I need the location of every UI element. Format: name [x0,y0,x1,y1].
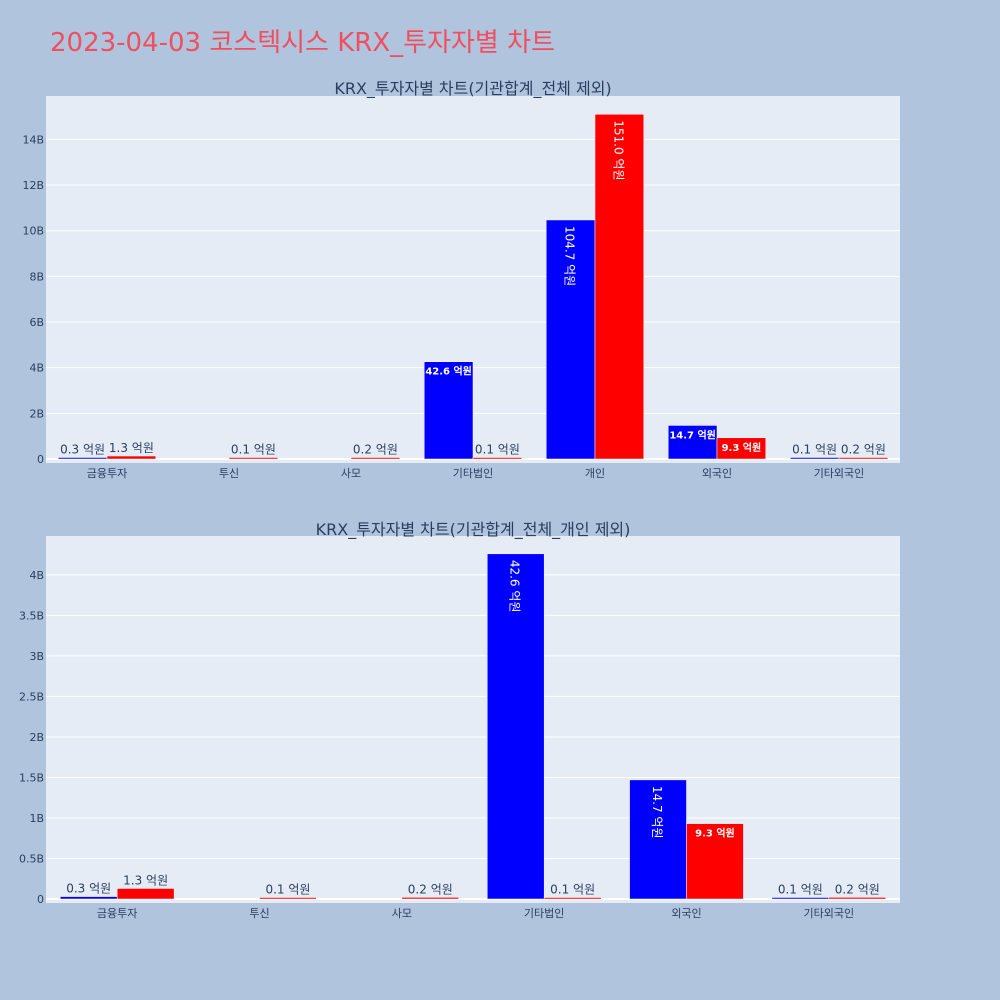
bar [57,457,108,460]
bar-value-label: 151.0 억원 [611,120,625,180]
bar-value-label: 1.3 억원 [123,873,168,887]
x-tick-label: 투신 [249,907,269,920]
y-tick-label: 0.5B [19,852,44,865]
bar-value-label: 9.3 억원 [695,827,735,840]
bar [401,897,460,900]
bar [259,897,317,900]
bar-value-label: 0.2 억원 [841,443,886,457]
bar-value-label: 0.1 억원 [265,883,310,897]
bar-value-label: 0.2 억원 [835,882,880,896]
y-tick-label: 2B [29,407,44,420]
y-tick-label: 1.5B [19,771,44,784]
bar-value-label: 0.1 억원 [231,443,276,457]
y-tick-label: 4B [29,569,44,582]
bar [771,897,830,900]
bar-value-label: 0.1 억원 [778,883,823,897]
bar-value-label: 1.3 억원 [109,441,154,455]
bar [59,896,118,900]
y-tick-label: 0 [37,453,44,466]
bar-value-label: 0.1 억원 [550,883,595,897]
x-tick-label: 기타법인 [453,467,493,480]
bar-value-label: 104.7 억원 [563,226,577,286]
x-tick-label: 금융투자 [97,907,137,920]
bar-value-label: 0.2 억원 [408,882,453,896]
bar-value-label: 42.6 억원 [425,365,472,378]
y-tick-label: 14B [22,133,44,146]
chart-panel-2: KRX_투자자별 차트(기관합계_전체_개인 제외) 0 0.5B 1B 1.5B 2B 2… [19,520,900,920]
bar [472,457,523,460]
y-tick-label: 3.5B [19,609,44,622]
bar [828,897,887,900]
y-tick-label: 6B [29,316,44,329]
y-tick-label: 8B [29,270,44,283]
chart-subtitle: KRX_투자자별 차트(기관합계_전체 제외) [334,79,611,99]
chart-panel-1: KRX_투자자별 차트(기관합계_전체 제외) 0 2B 4B 6B 8B 10B 12B 14… [22,79,900,480]
x-tick-label: 기타외국인 [804,907,855,920]
x-tick-label: 투신 [219,467,239,480]
bar [594,114,645,460]
plot-area [46,536,900,903]
x-tick-label: 사모 [392,907,412,920]
y-tick-label: 0 [37,893,44,906]
bar-value-label: 0.3 억원 [60,443,105,457]
y-tick-label: 12B [22,179,44,192]
bar [228,457,279,460]
bar [543,897,602,900]
bar [629,779,687,900]
y-tick-label: 10B [22,225,44,238]
y-tick-label: 2.5B [19,690,44,703]
x-tick-label: 기타법인 [524,907,564,920]
y-tick-label: 4B [29,362,44,375]
bar-value-label: 0.1 억원 [475,443,520,457]
x-tick-label: 개인 [585,467,605,480]
bar [106,455,157,460]
bar [686,823,744,900]
bar-value-label: 0.2 억원 [353,443,398,457]
y-tick-label: 1B [29,812,44,825]
bar [486,553,545,900]
x-tick-label: 기타외국인 [814,467,865,480]
x-tick-label: 외국인 [702,467,732,480]
bar-value-label: 14.7 억원 [650,786,664,839]
x-tick-label: 금융투자 [87,467,127,480]
bar [423,361,474,460]
bar [789,457,840,460]
bar-value-label: 14.7 억원 [669,428,716,441]
bar-value-label: 0.1 억원 [792,443,837,457]
bar [116,888,175,900]
bar-value-label: 0.3 억원 [66,882,111,896]
bar [838,457,889,460]
y-tick-label: 3B [29,650,44,663]
bar-value-label: 42.6 억원 [508,560,522,613]
chart-subtitle: KRX_투자자별 차트(기관합계_전체_개인 제외) [316,520,631,540]
page-title: 2023-04-03 코스텍시스 KRX_투자자별 차트 [50,28,555,58]
y-tick-label: 2B [29,731,44,744]
bar-value-label: 9.3 억원 [722,441,762,454]
bar [350,457,401,460]
x-tick-label: 외국인 [671,907,701,920]
bar [716,437,767,460]
x-tick-label: 사모 [341,467,361,480]
